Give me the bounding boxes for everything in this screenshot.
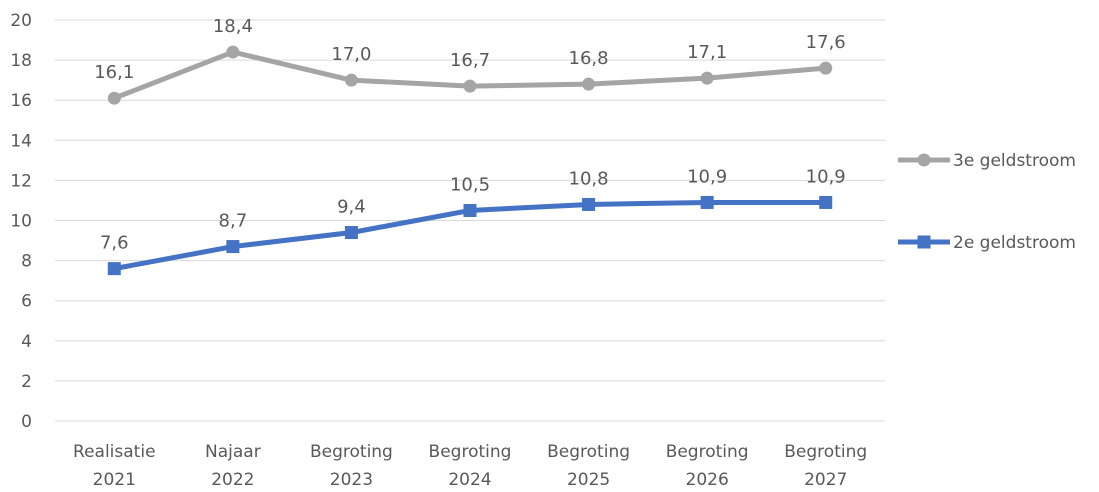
y-tick-label: 10 (10, 212, 32, 232)
y-tick-label: 0 (21, 412, 32, 432)
x-category-label: 2023 (330, 470, 373, 490)
legend-label: 2e geldstroom (953, 233, 1076, 253)
data-point (344, 73, 358, 87)
data-point (819, 61, 833, 75)
data-label: 16,7 (450, 50, 490, 71)
data-label: 10,8 (569, 168, 609, 189)
data-point (700, 195, 714, 209)
legend-marker (917, 235, 931, 249)
data-label: 16,8 (569, 48, 609, 69)
y-tick-label: 12 (10, 171, 32, 191)
x-category-label: Begroting (666, 442, 749, 462)
data-labels: 16,1 18,4 17,0 16,7 16,8 17,1 17,6 7,6 8,7 9,4 10,… (94, 16, 846, 254)
x-category-label: Najaar (205, 442, 261, 462)
data-point (107, 91, 121, 105)
y-tick-label: 14 (10, 131, 32, 151)
x-category-label: 2025 (567, 470, 610, 490)
x-category-label: Realisatie (73, 442, 156, 462)
x-category-label: 2027 (804, 470, 847, 490)
x-category-label: 2021 (93, 470, 136, 490)
gridlines (55, 19, 885, 422)
data-label: 8,7 (219, 211, 248, 232)
data-point (463, 203, 477, 217)
data-point (226, 45, 240, 59)
legend-label: 3e geldstroom (953, 151, 1076, 171)
x-category-label: Begroting (310, 442, 393, 462)
series-group (107, 45, 833, 276)
data-point (582, 197, 596, 211)
x-category-label: 2026 (686, 470, 729, 490)
legend: 3e geldstroom 2e geldstroom (898, 151, 1076, 253)
data-point (582, 77, 596, 91)
data-label: 17,6 (806, 32, 846, 53)
data-point (107, 262, 121, 276)
y-tick-label: 16 (10, 91, 32, 111)
data-label: 10,5 (450, 174, 490, 195)
data-label: 17,0 (331, 44, 371, 65)
x-category-label: 2022 (211, 470, 254, 490)
data-label: 17,1 (687, 42, 727, 63)
x-category-label: Begroting (429, 442, 512, 462)
x-category-label: Begroting (547, 442, 630, 462)
data-label: 7,6 (100, 233, 129, 254)
data-label: 9,4 (337, 197, 366, 218)
y-tick-label: 18 (10, 51, 32, 71)
data-label: 10,9 (687, 166, 727, 187)
y-tick-label: 4 (21, 332, 32, 352)
data-point (819, 195, 833, 209)
data-point (226, 240, 240, 254)
data-point (463, 79, 477, 93)
x-axis-categories: Realisatie 2021 Najaar 2022 Begroting 2023 Beg… (73, 442, 867, 490)
x-category-label: 2024 (448, 470, 491, 490)
y-tick-label: 6 (21, 292, 32, 312)
x-category-label: Begroting (784, 442, 867, 462)
data-label: 16,1 (94, 62, 134, 83)
y-tick-label: 8 (21, 252, 32, 272)
data-point (700, 71, 714, 85)
data-label: 10,9 (806, 166, 846, 187)
data-label: 18,4 (213, 16, 253, 37)
data-point (344, 226, 358, 240)
legend-marker (917, 153, 931, 167)
y-tick-label: 20 (10, 11, 32, 31)
y-tick-label: 2 (21, 372, 32, 392)
y-axis-ticks: 0 2 4 6 8 10 12 14 16 18 20 (10, 11, 32, 432)
